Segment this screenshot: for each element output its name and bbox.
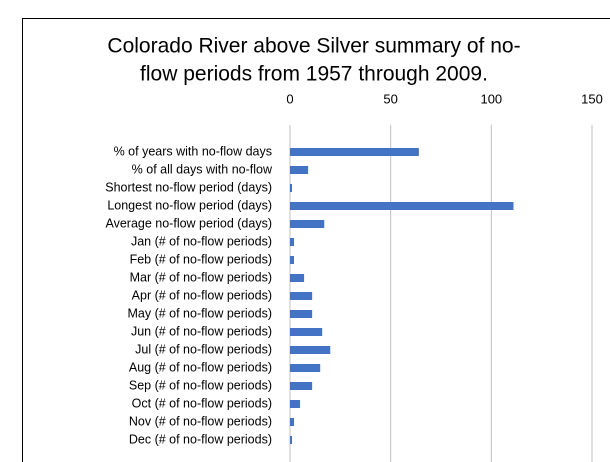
y-tick-label: Aug (# of no-flow periods) — [129, 360, 272, 374]
bar — [290, 328, 323, 336]
y-tick-label: Feb (# of no-flow periods) — [130, 252, 272, 266]
bar — [290, 346, 331, 354]
bar — [290, 148, 419, 156]
bar — [290, 436, 293, 444]
x-tick-label: 0 — [286, 91, 293, 106]
x-tick-label: 150 — [581, 91, 603, 106]
y-tick-label: % of all days with no-flow — [132, 162, 273, 176]
bar — [290, 310, 313, 318]
bar — [290, 382, 313, 390]
y-tick-label: Sep (# of no-flow periods) — [129, 378, 272, 392]
bar — [290, 220, 325, 228]
chart-title: flow periods from 1957 through 2009. — [140, 63, 488, 86]
chart-frame — [22, 18, 610, 462]
bar — [290, 418, 295, 426]
chart-title: Colorado River above Silver summary of n… — [107, 35, 520, 58]
y-tick-label: Jun (# of no-flow periods) — [131, 324, 272, 338]
bar — [290, 364, 321, 372]
y-tick-label: Longest no-flow period (days) — [107, 198, 272, 212]
bar — [290, 202, 514, 210]
bar — [290, 256, 295, 264]
bar — [290, 166, 309, 174]
y-tick-label: Jul (# of no-flow periods) — [135, 342, 272, 356]
y-tick-label: Oct (# of no-flow periods) — [132, 396, 272, 410]
y-tick-label: Average no-flow period (days) — [105, 216, 272, 230]
y-tick-label: % of years with no-flow days — [114, 144, 272, 158]
bar — [290, 184, 293, 192]
y-tick-label: Shortest no-flow period (days) — [105, 180, 272, 194]
bar — [290, 292, 313, 300]
x-tick-label: 100 — [480, 91, 502, 106]
y-tick-label: May (# of no-flow periods) — [127, 306, 272, 320]
y-tick-label: Mar (# of no-flow periods) — [130, 270, 272, 284]
bar — [290, 238, 295, 246]
bar — [290, 274, 305, 282]
y-tick-label: Apr (# of no-flow periods) — [132, 288, 272, 302]
bar — [290, 400, 301, 408]
x-tick-label: 50 — [383, 91, 397, 106]
y-tick-label: Dec (# of no-flow periods) — [129, 432, 272, 446]
y-tick-label: Jan (# of no-flow periods) — [131, 234, 272, 248]
y-tick-label: Nov (# of no-flow periods) — [129, 414, 272, 428]
